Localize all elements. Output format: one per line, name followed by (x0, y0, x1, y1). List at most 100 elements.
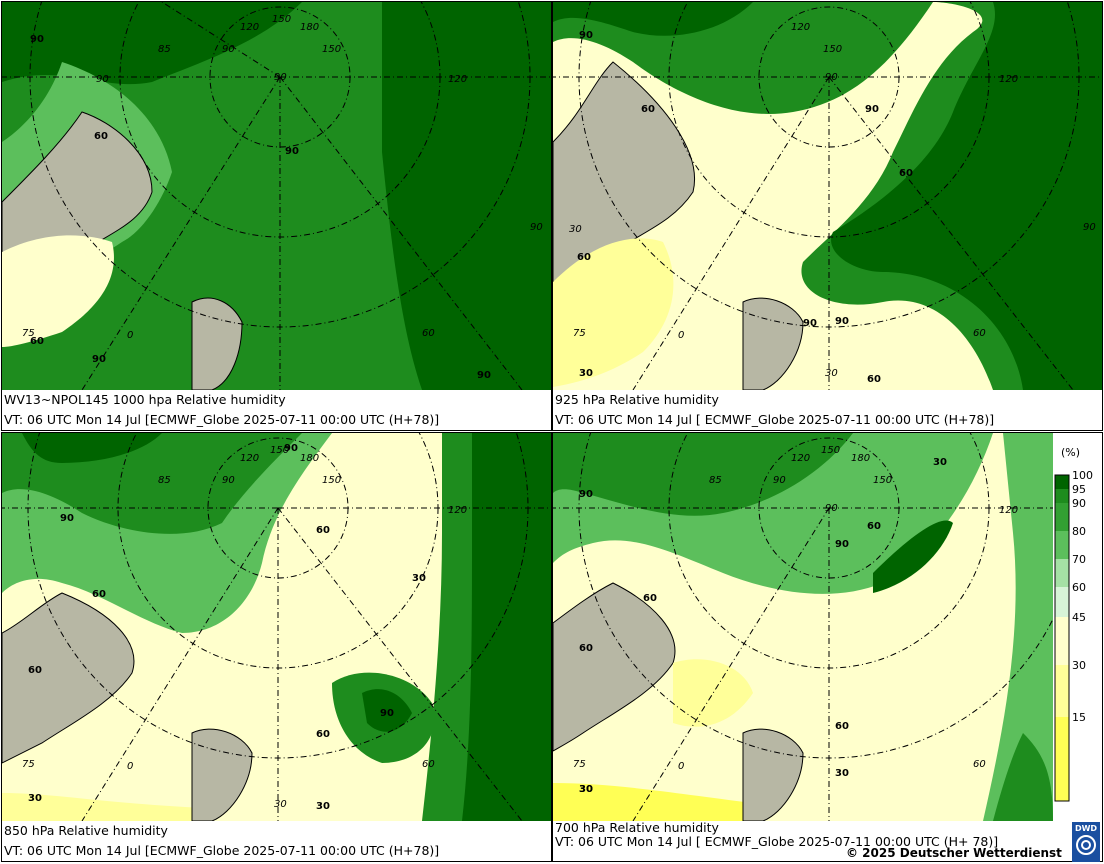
grid-label: 0 (678, 761, 684, 772)
grid-label: 120 (791, 22, 810, 33)
grid-label: 60 (422, 328, 435, 339)
contour-label: 90 (477, 370, 491, 381)
panel-title: 925 hPa Relative humidity (555, 392, 719, 407)
grid-label: 120 (791, 453, 810, 464)
grid-label: 75 (22, 328, 35, 339)
contour-label: 30 (933, 457, 947, 468)
contour-label: 90 (380, 708, 394, 719)
contour-label: 30 (412, 573, 426, 584)
grid-label: 30 (274, 799, 287, 810)
contour-label: 30 (316, 801, 330, 812)
panel-valid-time: VT: 06 UTC Mon 14 Jul [ ECMWF_Globe 2025… (555, 412, 995, 427)
grid-label: 90 (222, 475, 235, 486)
legend-tick-label: 100 (1072, 469, 1093, 482)
logo-label: DWD (1074, 824, 1098, 833)
contour-label: 60 (579, 643, 593, 654)
grid-label: 75 (22, 759, 35, 770)
color-legend: (%) 100 95 90 80 70 60 45 30 15 (1053, 440, 1101, 805)
panel-caption: WV13~NPOL145 1000 hpa Relative humidity … (2, 390, 551, 430)
contour-label: 30 (579, 368, 593, 379)
grid-label: 0 (127, 761, 133, 772)
contour-label: 60 (28, 665, 42, 676)
map-panel-1000hpa: 90 60 60 90 90 90 120 150 180 150 90 85 … (1, 1, 552, 431)
map-1000hpa: 90 60 60 90 90 90 120 150 180 150 90 85 … (2, 2, 551, 390)
legend-tick-label: 45 (1072, 611, 1086, 624)
contour-label: 60 (316, 525, 330, 536)
contour-label: 60 (835, 721, 849, 732)
legend-swatch (1055, 503, 1069, 531)
contour-label: 90 (60, 513, 74, 524)
legend-tick-label: 15 (1072, 711, 1086, 724)
panel-valid-time: VT: 06 UTC Mon 14 Jul [ECMWF_Globe 2025-… (4, 843, 440, 858)
contour-label: 90 (579, 30, 593, 41)
grid-label: 90 (96, 74, 109, 85)
legend-swatch (1055, 475, 1069, 489)
legend-swatch (1055, 531, 1069, 559)
contour-label: 90 (835, 539, 849, 550)
contour-label: 90 (865, 104, 879, 115)
panel-title: 850 hPa Relative humidity (4, 823, 168, 838)
panel-title: WV13~NPOL145 1000 hpa Relative humidity (4, 392, 286, 407)
panel-valid-time: VT: 06 UTC Mon 14 Jul [ ECMWF_Globe 2025… (555, 834, 999, 849)
grid-label: 120 (448, 74, 467, 85)
map-panel-700hpa: 90 90 60 60 60 60 30 30 30 30 120 150 18… (552, 432, 1103, 862)
contour-label: 90 (92, 354, 106, 365)
legend-tick-label: 60 (1072, 581, 1086, 594)
grid-label: 150 (322, 44, 341, 55)
legend-tick-label: 70 (1072, 553, 1086, 566)
grid-label: 90 (773, 475, 786, 486)
legend-tick-label: 90 (1072, 497, 1086, 510)
map-850hpa: 90 90 60 60 30 60 90 60 30 30 120 150 18… (2, 433, 551, 821)
grid-label: 85 (158, 475, 171, 486)
grid-label: 0 (678, 330, 684, 341)
grid-label: 30 (825, 368, 838, 379)
grid-label: 150 (322, 475, 341, 486)
legend-swatch (1055, 665, 1069, 717)
grid-label: 90 (274, 72, 287, 83)
contour-label: 60 (899, 168, 913, 179)
grid-label: 150 (823, 44, 842, 55)
contour-label: 60 (577, 252, 591, 263)
contour-label: 90 (30, 34, 44, 45)
contour-label: 60 (867, 521, 881, 532)
contour-label: 60 (643, 593, 657, 604)
panel-title: 700 hPa Relative humidity (555, 820, 719, 835)
grid-label: 150 (821, 445, 840, 456)
panel-caption: 850 hPa Relative humidity VT: 06 UTC Mon… (2, 821, 551, 861)
grid-label: 90 (222, 44, 235, 55)
grid-label: 90 (530, 222, 543, 233)
legend-swatch (1055, 717, 1069, 801)
panel-valid-time: VT: 06 UTC Mon 14 Jul [ECMWF_Globe 2025-… (4, 412, 440, 427)
contour-label: 60 (867, 374, 881, 385)
grid-label: 120 (999, 505, 1018, 516)
grid-label: 180 (300, 453, 319, 464)
grid-label: 120 (999, 74, 1018, 85)
contour-label: 60 (30, 336, 44, 347)
contour-label: 30 (28, 793, 42, 804)
grid-label: 60 (973, 759, 986, 770)
grid-label: 180 (300, 22, 319, 33)
grid-label: 30 (569, 224, 582, 235)
contour-label: 90 (579, 489, 593, 500)
contour-label: 30 (579, 784, 593, 795)
grid-label: 60 (973, 328, 986, 339)
grid-label: 150 (873, 475, 892, 486)
grid-label: 75 (573, 328, 586, 339)
legend-tick-label: 30 (1072, 659, 1086, 672)
contour-label: 30 (579, 784, 593, 795)
contour-label: 90 (284, 443, 298, 454)
contour-label: 60 (94, 131, 108, 142)
panel-caption: 925 hPa Relative humidity VT: 06 UTC Mon… (553, 390, 1102, 430)
grid-label: 120 (448, 505, 467, 516)
grid-label: 120 (240, 22, 259, 33)
dwd-logo-icon: DWD (1072, 822, 1100, 862)
grid-label: 120 (240, 453, 259, 464)
contour-label: 90 (835, 316, 849, 327)
contour-label: 60 (92, 589, 106, 600)
grid-label: 180 (851, 453, 870, 464)
map-925hpa: 90 60 90 60 60 90 90 30 60 150 120 90 90… (553, 2, 1102, 390)
map-700hpa: 90 90 60 60 60 60 30 30 30 30 120 150 18… (553, 433, 1053, 821)
grid-label: 85 (158, 44, 171, 55)
contour-label: 60 (641, 104, 655, 115)
